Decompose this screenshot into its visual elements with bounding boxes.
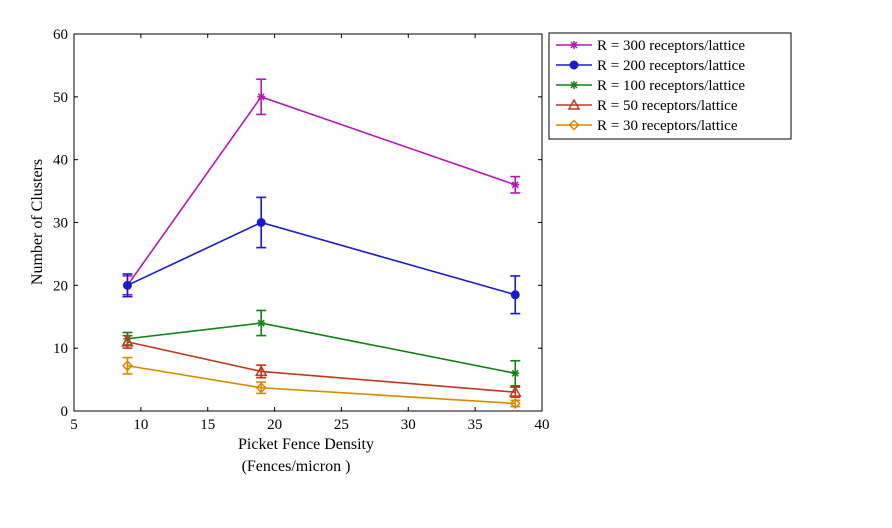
series-5 [121, 356, 521, 410]
marker-stroke [570, 41, 578, 49]
data-point [511, 180, 520, 189]
legend-item: R = 100 receptors/lattice [556, 78, 745, 94]
data-point [121, 360, 134, 372]
x-tick-label: 40 [535, 417, 550, 433]
x-tick-label: 35 [468, 417, 483, 433]
y-axis-title: Number of Clusters [29, 159, 46, 285]
x-tick-label: 20 [267, 417, 282, 433]
marker-stroke [257, 319, 265, 327]
x-axis: 5 10 15 20 25 30 35 40 [70, 34, 550, 433]
x-axis-title-line2: (Fences/micron ) [242, 458, 351, 475]
series-4 [121, 334, 522, 398]
x-tick-label: 30 [401, 417, 416, 433]
y-tick-label: 40 [53, 153, 68, 169]
y-tick-label: 0 [61, 404, 69, 420]
x-tick-label: 10 [133, 417, 148, 433]
data-point [510, 290, 520, 300]
legend-label: R = 200 receptors/lattice [597, 58, 745, 74]
marker-stroke [511, 181, 519, 189]
legend-item: R = 30 receptors/lattice [556, 118, 738, 134]
x-axis-title: Picket Fence Density [238, 436, 374, 453]
legend-label: R = 100 receptors/lattice [597, 78, 745, 94]
data-point [568, 119, 580, 131]
marker-stroke [570, 81, 578, 89]
data-point [255, 382, 267, 394]
y-tick-label: 10 [53, 341, 68, 357]
legend-label: R = 30 receptors/lattice [597, 118, 738, 134]
data-point [511, 369, 520, 378]
data-point [121, 335, 134, 347]
series-layer [121, 78, 522, 410]
x-tick-label: 15 [200, 417, 215, 433]
series-2 [122, 196, 521, 315]
marker-stroke [257, 93, 265, 101]
data-point [570, 81, 578, 89]
legend-label: R = 50 receptors/lattice [597, 98, 738, 114]
y-tick-label: 30 [53, 216, 68, 232]
y-tick-label: 20 [53, 278, 68, 294]
legend-item: R = 300 receptors/lattice [556, 38, 745, 54]
y-axis: 0 10 20 30 40 50 60 [53, 27, 542, 420]
data-point [254, 364, 268, 377]
data-point [508, 385, 522, 397]
legend: R = 300 receptors/lattice R = 200 recepto… [548, 32, 792, 140]
legend-item: R = 200 receptors/lattice [556, 58, 745, 74]
x-tick-label: 25 [334, 417, 349, 433]
marker-stroke [511, 369, 519, 377]
data-point [570, 41, 578, 49]
plot-area [73, 33, 543, 412]
legend-label: R = 300 receptors/lattice [597, 38, 745, 54]
data-point [509, 397, 521, 410]
data-point [569, 60, 579, 70]
error-bar [510, 399, 521, 408]
data-point [567, 98, 581, 110]
y-tick-label: 50 [53, 90, 68, 106]
data-point [122, 280, 132, 290]
legend-box [548, 32, 792, 140]
data-point [257, 92, 266, 101]
x-tick-label: 5 [70, 417, 78, 433]
data-point [257, 319, 266, 328]
legend-item: R = 50 receptors/lattice [556, 98, 738, 114]
data-point [256, 218, 266, 227]
y-tick-label: 60 [53, 27, 68, 43]
